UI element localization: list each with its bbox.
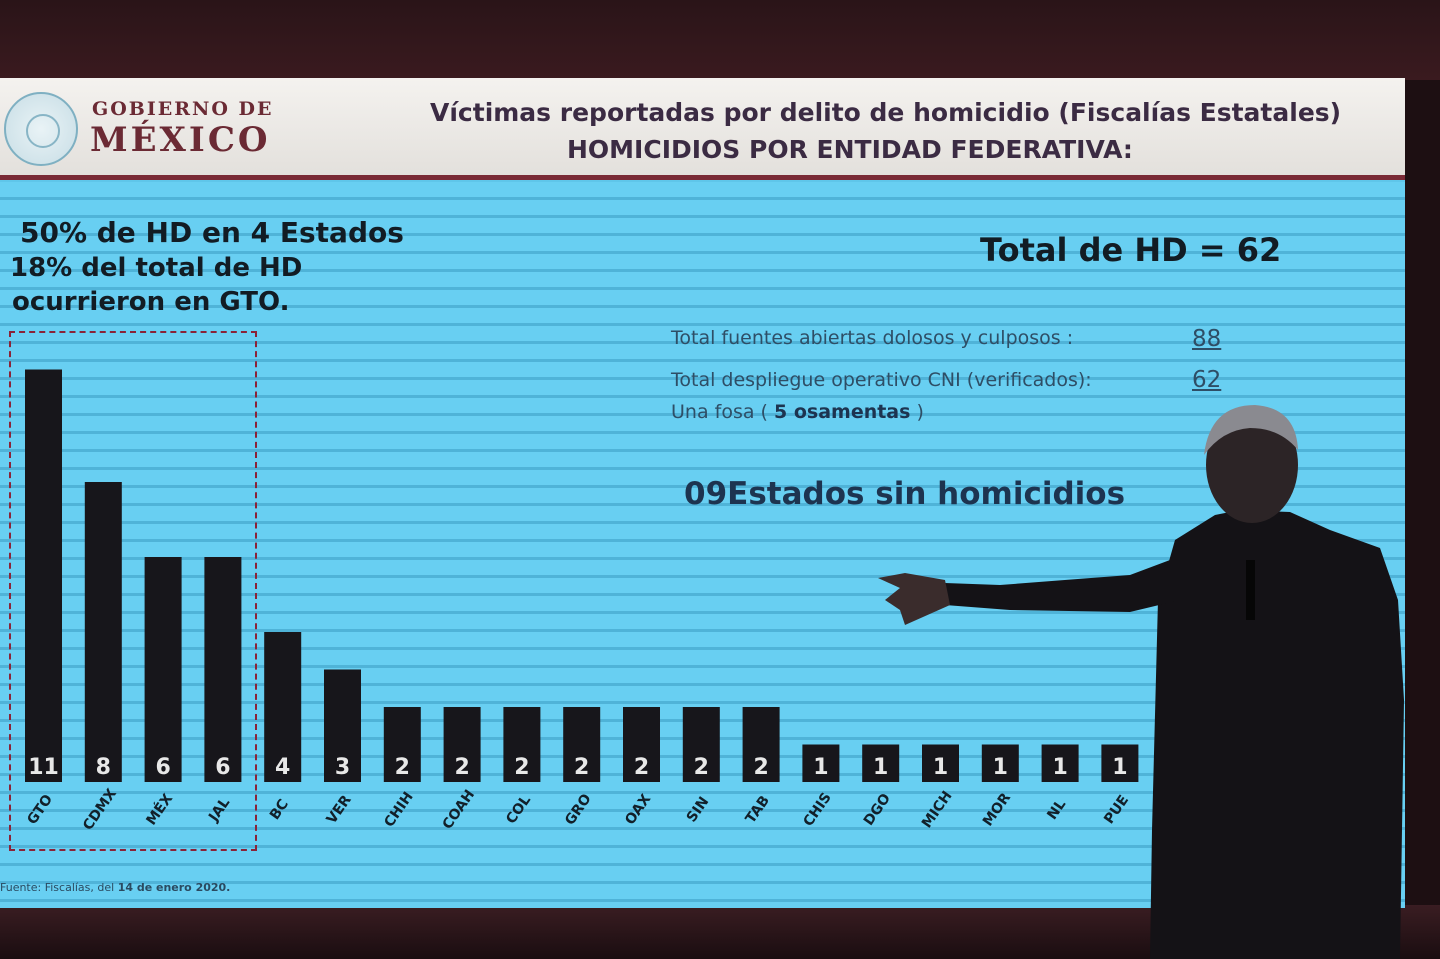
- bar-mor: [981, 744, 1019, 782]
- bar-oax: [623, 707, 660, 782]
- bar-cdmx: [84, 482, 122, 782]
- cni-label: Total despliegue operativo CNI (verifica…: [671, 369, 1092, 391]
- bar-value-label: 6: [215, 755, 230, 780]
- fosa-suffix: ): [916, 401, 924, 423]
- bar-jal: [204, 557, 242, 782]
- bar-value-label: 8: [96, 755, 111, 780]
- bar-chih: [383, 707, 421, 782]
- presenter-body: [1150, 510, 1404, 959]
- bar-value-label: 4: [275, 755, 290, 780]
- presenter-head: [1206, 407, 1298, 523]
- bar-gto: [25, 369, 62, 782]
- source-date: 14 de enero 2020.: [117, 881, 231, 894]
- bar-value-label: 2: [454, 755, 469, 780]
- note-line-1: 50% de HD en 4 Estados: [20, 216, 404, 249]
- slide-title: Víctimas reportadas por delito de homici…: [430, 98, 1342, 127]
- bar-value-label: 1: [813, 755, 828, 780]
- fosa-note: Una fosa ( 5 osamentas ): [671, 401, 924, 423]
- bar-value-label: 2: [395, 755, 410, 780]
- bar-value-label: 11: [28, 755, 59, 780]
- presenter-arm: [945, 560, 1180, 612]
- government-logo: GOBIERNO DE MÉXICO: [0, 84, 345, 168]
- bar-value-label: 1: [933, 755, 948, 780]
- logo-text-line2: MÉXICO: [90, 120, 271, 160]
- bar-méx: [144, 557, 182, 782]
- bar-value-label: 1: [993, 755, 1008, 780]
- open-sources-label: Total fuentes abiertas dolosos y culposo…: [671, 327, 1074, 349]
- states-without-homicides: 09Estados sin homicidios: [684, 476, 1126, 512]
- fosa-prefix: Una fosa (: [671, 401, 768, 423]
- presenter-hand: [878, 573, 950, 625]
- fosa-count: 5 osamentas: [774, 401, 911, 423]
- bar-sin: [682, 707, 720, 782]
- bar-value-label: 2: [514, 755, 529, 780]
- bar-tab: [742, 707, 780, 782]
- bar-chis: [802, 744, 840, 782]
- room-background-top: [0, 0, 1440, 80]
- bar-gro: [563, 707, 601, 782]
- note-line-3: ocurrieron en GTO.: [12, 287, 290, 317]
- bar-value-label: 1: [1112, 755, 1127, 780]
- bar-value-label: 1: [873, 755, 888, 780]
- source-note: Fuente: Fiscalías, del 14 de enero 2020.: [0, 881, 230, 894]
- bar-coah: [443, 707, 481, 782]
- bar-value-label: 2: [634, 755, 649, 780]
- bar-value-label: 2: [694, 755, 709, 780]
- note-line-2: 18% del total de HD: [10, 253, 303, 283]
- logo-text-line1: GOBIERNO DE: [92, 98, 274, 120]
- slide-header: GOBIERNO DE MÉXICO Víctimas reportadas p…: [0, 78, 1405, 180]
- top-four-highlight-box: [9, 331, 257, 851]
- seal-icon: [4, 92, 78, 166]
- bar-bc: [264, 632, 302, 782]
- open-sources-value: 88: [1192, 326, 1222, 352]
- total-hd-label: Total de HD = 62: [980, 231, 1282, 269]
- bar-value-label: 6: [155, 755, 170, 780]
- bar-nl: [1041, 744, 1079, 782]
- bar-col: [503, 707, 541, 782]
- presentation-screen: GOBIERNO DE MÉXICO Víctimas reportadas p…: [0, 78, 1405, 908]
- bar-value-label: 2: [753, 755, 768, 780]
- bar-dgo: [862, 744, 900, 782]
- slide-subtitle: HOMICIDIOS POR ENTIDAD FEDERATIVA:: [567, 135, 1133, 164]
- bar-pue: [1101, 744, 1139, 782]
- source-prefix: Fuente: Fiscalías, del: [0, 881, 118, 894]
- bar-mich: [922, 744, 959, 782]
- bar-ver: [324, 669, 361, 782]
- presenter-microphone: [1246, 560, 1255, 620]
- bar-value-label: 1: [1052, 755, 1067, 780]
- cni-value: 62: [1192, 367, 1222, 393]
- bar-value-label: 3: [335, 755, 350, 780]
- bar-value-label: 2: [574, 755, 589, 780]
- presenter-hair: [1204, 405, 1298, 455]
